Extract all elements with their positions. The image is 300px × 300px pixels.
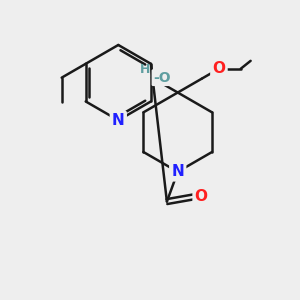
Text: -O: -O [153, 71, 171, 85]
Text: N: N [171, 164, 184, 179]
Text: O: O [195, 189, 208, 204]
Text: H: H [140, 63, 150, 76]
Text: O: O [212, 61, 225, 76]
Text: N: N [112, 113, 125, 128]
